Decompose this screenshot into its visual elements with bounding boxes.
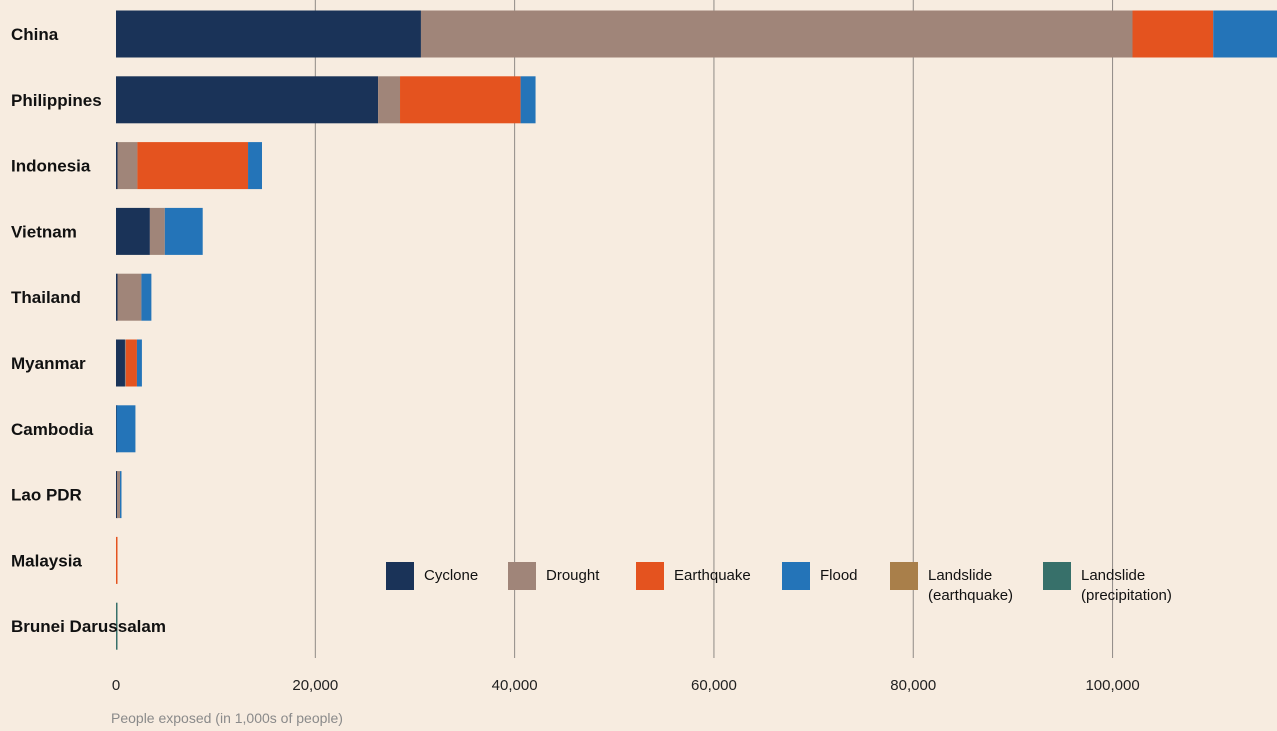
bar-brunei-darussalam-landslide-precipitation bbox=[116, 602, 118, 650]
category-label-myanmar: Myanmar bbox=[11, 354, 86, 373]
x-axis-title: People exposed (in 1,000s of people) bbox=[111, 710, 343, 726]
category-label-lao-pdr: Lao PDR bbox=[11, 486, 82, 505]
bar-myanmar-cyclone bbox=[116, 339, 125, 387]
bar-myanmar-earthquake bbox=[125, 339, 137, 387]
bar-indonesia-flood bbox=[248, 142, 262, 190]
bar-thailand-cyclone bbox=[116, 273, 118, 321]
category-label-indonesia: Indonesia bbox=[11, 157, 91, 176]
bar-thailand-drought bbox=[117, 273, 142, 321]
bar-philippines-flood bbox=[520, 76, 536, 124]
bar-vietnam-drought bbox=[149, 207, 165, 255]
bar-vietnam-cyclone bbox=[116, 207, 150, 255]
bar-lao-pdr-flood bbox=[119, 471, 122, 519]
category-label-malaysia: Malaysia bbox=[11, 551, 82, 570]
legend-swatch-landslide-earthquake bbox=[890, 562, 918, 590]
legend-swatch-drought bbox=[508, 562, 536, 590]
category-label-philippines: Philippines bbox=[11, 91, 102, 110]
bar-indonesia-cyclone bbox=[116, 142, 118, 190]
x-axis-ticks: 0 20,000 40,000 60,000 80,000 100,000 bbox=[112, 677, 1140, 694]
bar-philippines-drought bbox=[378, 76, 401, 124]
category-label-thailand: Thailand bbox=[11, 288, 81, 307]
bar-china-drought bbox=[420, 10, 1133, 58]
bar-myanmar-flood bbox=[136, 339, 142, 387]
legend-label-landslide-earthquake: Landslide (earthquake) bbox=[928, 567, 1013, 604]
legend-label-earthquake: Earthquake bbox=[674, 567, 751, 584]
x-tick-label-2: 40,000 bbox=[492, 677, 538, 694]
bar-philippines-cyclone bbox=[116, 76, 379, 124]
bars bbox=[116, 10, 1277, 650]
bar-china-cyclone bbox=[116, 10, 421, 58]
legend: Cyclone Drought Earthquake Flood Landslide (e… bbox=[386, 562, 1172, 604]
legend-label-flood: Flood bbox=[820, 567, 858, 584]
bar-lao-pdr-cyclone bbox=[116, 471, 118, 519]
x-tick-label-0: 0 bbox=[112, 677, 120, 694]
legend-label-cyclone: Cyclone bbox=[424, 567, 478, 584]
legend-label-drought: Drought bbox=[546, 567, 600, 584]
bar-thailand-flood bbox=[141, 273, 152, 321]
category-label-cambodia: Cambodia bbox=[11, 420, 94, 439]
category-label-brunei-darussalam: Brunei Darussalam bbox=[11, 617, 166, 636]
bar-indonesia-earthquake bbox=[137, 142, 249, 190]
x-tick-label-3: 60,000 bbox=[691, 677, 737, 694]
legend-label-landslide-precipitation: Landslide (precipitation) bbox=[1081, 567, 1172, 604]
legend-swatch-cyclone bbox=[386, 562, 414, 590]
legend-swatch-flood bbox=[782, 562, 810, 590]
x-tick-label-4: 80,000 bbox=[890, 677, 936, 694]
category-label-china: China bbox=[11, 25, 59, 44]
x-tick-label-5: 100,000 bbox=[1085, 677, 1139, 694]
bar-philippines-earthquake bbox=[400, 76, 521, 124]
bar-china-flood bbox=[1213, 10, 1277, 58]
bar-vietnam-flood bbox=[164, 207, 203, 255]
bar-cambodia-flood bbox=[116, 405, 136, 453]
category-labels: China Philippines Indonesia Vietnam Thailand… bbox=[11, 25, 166, 636]
category-label-vietnam: Vietnam bbox=[11, 222, 77, 241]
bar-indonesia-drought bbox=[117, 142, 138, 190]
bar-china-earthquake bbox=[1132, 10, 1214, 58]
x-tick-label-1: 20,000 bbox=[292, 677, 338, 694]
legend-swatch-landslide-precipitation bbox=[1043, 562, 1071, 590]
bar-lao-pdr-drought bbox=[116, 471, 120, 519]
bar-myanmar-drought bbox=[124, 339, 127, 387]
legend-swatch-earthquake bbox=[636, 562, 664, 590]
bar-malaysia-earthquake bbox=[116, 536, 118, 584]
